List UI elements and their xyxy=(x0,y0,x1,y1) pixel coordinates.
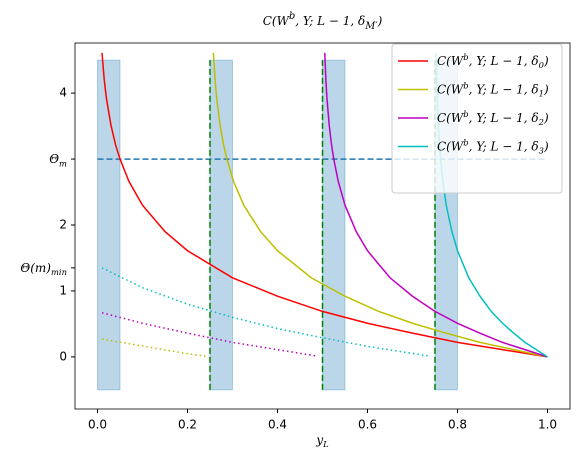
chart-title: C(Wb, Y; L − 1, δM′) xyxy=(263,11,383,32)
legend-label-part: ) xyxy=(543,54,549,68)
y-tick-label: 4 xyxy=(59,86,67,100)
y-tick-label: 0 xyxy=(59,349,67,363)
x-tick-label: 0.0 xyxy=(88,418,107,432)
dotted-line xyxy=(101,267,431,357)
x-axis-label-part: y xyxy=(315,433,323,447)
x-tick-label: 1.0 xyxy=(538,418,557,432)
legend-label: C(Wb, Y; L − 1, δ2) xyxy=(437,108,549,126)
x-tick-label: 0.4 xyxy=(268,418,287,432)
y-tick-label-part: min xyxy=(51,267,67,277)
legend-label: C(Wb, Y; L − 1, δ3) xyxy=(437,137,549,155)
legend-label-part: b xyxy=(463,108,468,118)
legend-label-part: C(W xyxy=(437,111,465,125)
legend-label-part: , Y; L − 1, δ xyxy=(469,82,539,96)
legend-label-part: C(W xyxy=(437,54,465,68)
y-tick-label: 1 xyxy=(59,283,67,297)
y-tick-label: Θ(m)min xyxy=(20,260,67,276)
legend-label: C(Wb, Y; L − 1, δ1) xyxy=(437,80,549,98)
legend-label-part: ) xyxy=(543,82,549,96)
legend-label-part: 1 xyxy=(539,88,544,98)
x-tick-label: 0.8 xyxy=(448,418,467,432)
chart-title-part: M′ xyxy=(364,20,378,31)
legend-label-part: 3 xyxy=(539,145,544,155)
legend-label-part: ) xyxy=(543,111,549,125)
legend-label-part: , Y; L − 1, δ xyxy=(469,139,539,153)
y-tick-label-part: Θ xyxy=(49,152,59,166)
y-tick-label-part: m xyxy=(59,158,67,168)
legend-label-part: 2 xyxy=(538,117,544,127)
legend-label-part: b xyxy=(463,80,468,90)
legend-label-part: 0 xyxy=(539,60,545,70)
series-line xyxy=(212,52,548,358)
y-tick-label: Θm xyxy=(49,152,67,168)
legend-label-part: , Y; L − 1, δ xyxy=(469,111,539,125)
legend-box xyxy=(391,43,563,194)
x-tick-label: 0.6 xyxy=(358,418,377,432)
plot-frame xyxy=(74,42,571,410)
legend-label-part: , Y; L − 1, δ xyxy=(469,54,539,68)
x-axis-label-part: L xyxy=(322,439,329,449)
chart-title-part: , Y; L − 1, δ xyxy=(295,14,365,28)
legend-label-part: b xyxy=(463,51,468,61)
x-axis-label: yL xyxy=(315,433,329,449)
y-tick-label: 2 xyxy=(59,218,67,232)
legend-label-part: b xyxy=(463,137,468,147)
series-line xyxy=(324,52,548,358)
legend-label-part: C(W xyxy=(437,82,465,96)
chart-title-part: b xyxy=(289,11,295,22)
legend-label-part: ) xyxy=(543,139,549,153)
x-tick-label: 0.2 xyxy=(178,418,197,432)
dotted-line xyxy=(101,338,206,357)
legend-label: C(Wb, Y; L − 1, δ0) xyxy=(437,51,549,69)
legend-label-part: C(W xyxy=(437,139,465,153)
y-tick-label-part: Θ(m) xyxy=(20,260,51,274)
series-line xyxy=(101,52,548,358)
chart-title-part: C(W xyxy=(263,14,291,28)
chart-title-part: ) xyxy=(377,14,383,28)
